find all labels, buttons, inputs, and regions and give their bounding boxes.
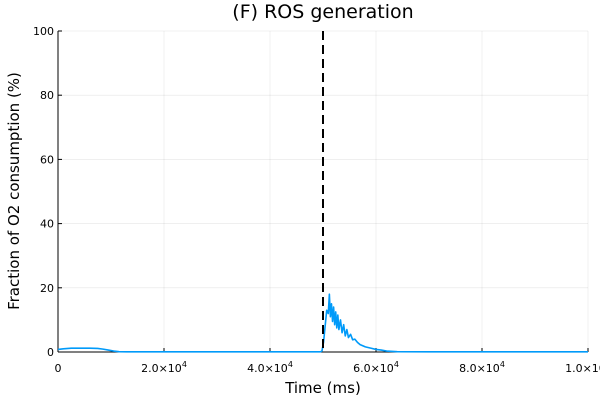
- y-tick-label: 60: [40, 153, 54, 166]
- series-line-0: [57, 293, 588, 353]
- x-axis-label: Time (ms): [284, 379, 361, 397]
- y-tick-label: 20: [40, 282, 54, 295]
- series-layer: [57, 293, 588, 353]
- y-tick-label: 80: [40, 89, 54, 102]
- x-tick-label: 2.0×104: [141, 360, 187, 375]
- ticks: 0 2.0×104 4.0×104 6.0×104 8.0×104 1.0×105 0 20 4…: [33, 25, 600, 375]
- chart-title: (F) ROS generation: [232, 1, 413, 23]
- x-tick-label: 8.0×104: [459, 360, 505, 375]
- x-tick-label: 0: [55, 362, 62, 375]
- y-tick-label: 40: [40, 218, 54, 231]
- y-tick-label: 100: [33, 25, 54, 38]
- x-tick-label: 1.0×105: [565, 360, 600, 375]
- y-tick-label: 0: [47, 346, 54, 359]
- x-tick-label: 4.0×104: [247, 360, 293, 375]
- x-tick-label: 6.0×104: [353, 360, 399, 375]
- y-axis-label: Fraction of O2 consumption (%): [5, 72, 23, 310]
